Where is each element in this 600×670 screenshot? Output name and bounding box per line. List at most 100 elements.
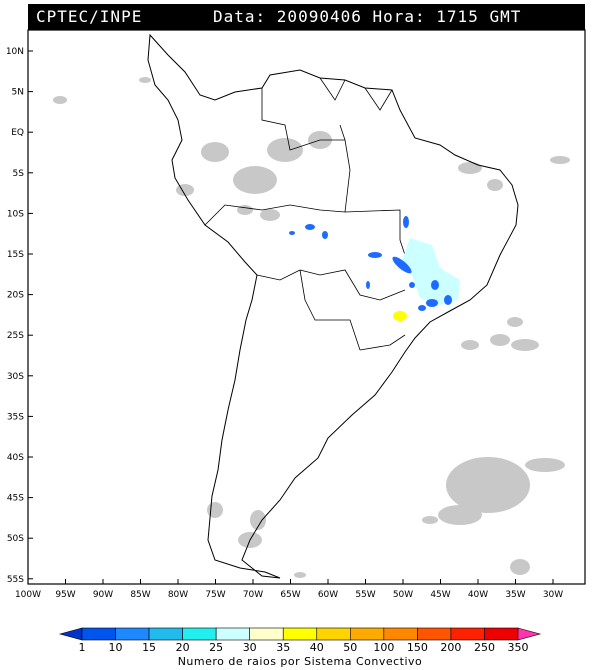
cyan-region — [402, 238, 460, 305]
latitude-ticks: 10N 5N EQ 5S 10S 15S 20S 25S 30S 35S 40S 45S 50S 55S — [6, 47, 33, 585]
colorbar-label: 350 — [508, 641, 529, 654]
cloud-patch — [201, 142, 229, 162]
lon-tick-label: 55W — [355, 590, 375, 600]
colorbar-swatch — [115, 627, 150, 641]
lon-tick-label: 45W — [430, 590, 450, 600]
cloud-patch — [233, 166, 277, 194]
cloud-patch — [510, 559, 530, 575]
cloud-patch — [507, 317, 523, 327]
lat-tick-label: 10N — [6, 47, 24, 57]
lon-tick-label: 85W — [130, 590, 150, 600]
map-header: CPTEC/INPE Data: 20090406 Hora: 1715 GMT — [28, 4, 585, 30]
lat-tick-label: 20S — [7, 291, 24, 301]
colorbar-label: 50 — [343, 641, 357, 654]
cloud-patch — [422, 516, 438, 524]
lat-tick-label: 35S — [7, 412, 24, 422]
lon-tick-label: 40W — [468, 590, 488, 600]
source-label: CPTEC/INPE — [36, 7, 143, 26]
convective-cell — [322, 231, 328, 239]
colorbar-label: 40 — [310, 641, 324, 654]
cloud-patch — [438, 505, 482, 525]
convective-cell — [392, 256, 412, 274]
convective-cell — [368, 252, 382, 258]
convective-cell — [393, 311, 407, 321]
colorbar-swatch — [417, 627, 452, 641]
cloud-patch — [53, 96, 67, 104]
lat-tick-label: 5N — [12, 88, 24, 98]
lat-tick-label: EQ — [11, 128, 24, 138]
lon-tick-label: 70W — [243, 590, 263, 600]
cloud-patch — [139, 77, 151, 83]
colorbar-label: 35 — [276, 641, 290, 654]
lat-tick-label: 45S — [7, 494, 24, 504]
convective-cell — [366, 281, 370, 289]
colorbar-swatch — [350, 627, 385, 641]
lon-tick-label: 80W — [168, 590, 188, 600]
colorbar-swatch — [517, 627, 542, 641]
lon-tick-label: 90W — [93, 590, 113, 600]
lon-tick-label: 75W — [205, 590, 225, 600]
colorbar-swatch — [282, 627, 318, 641]
colorbar-label: 200 — [440, 641, 461, 654]
lat-tick-label: 15S — [7, 250, 24, 260]
country-borders — [204, 77, 411, 351]
lon-tick-label: 95W — [55, 590, 75, 600]
cloud-patch — [260, 209, 280, 221]
convective-cell — [418, 305, 426, 311]
convective-cell — [403, 216, 409, 228]
colorbar-label: 250 — [474, 641, 495, 654]
cloud-patch — [294, 572, 306, 578]
cloud-patch — [458, 162, 482, 174]
colorbar-swatch — [484, 627, 519, 641]
colorbar-swatch — [383, 627, 418, 641]
convective-cell — [426, 299, 438, 307]
lat-tick-label: 5S — [13, 169, 25, 179]
convective-cell — [289, 231, 295, 235]
cloud-patch — [267, 138, 303, 162]
colorbar-swatch — [450, 627, 485, 641]
colorbar-swatch — [249, 627, 284, 641]
cloud-patch — [490, 334, 510, 346]
convective-cell — [431, 280, 439, 290]
colorbar-label: 150 — [407, 641, 428, 654]
colorbar-label: 15 — [142, 641, 156, 654]
lat-tick-label: 40S — [7, 453, 24, 463]
colorbar-swatch — [316, 627, 351, 641]
colorbar-label: 100 — [373, 641, 394, 654]
cloud-patch — [461, 340, 479, 350]
lon-tick-label: 30W — [543, 590, 563, 600]
cloud-patch — [250, 510, 266, 530]
convective-cell — [409, 282, 415, 288]
longitude-ticks: 100W 95W 90W 85W 80W 75W 70W 65W 60W 55W 50W 45W 40W… — [15, 579, 563, 600]
colorbar-swatch — [215, 627, 250, 641]
lightning-cells — [289, 216, 460, 321]
cloud-patch — [511, 339, 539, 351]
lon-tick-label: 35W — [505, 590, 525, 600]
colorbar-label: 20 — [176, 641, 190, 654]
convective-cell — [444, 295, 452, 305]
colorbar-swatch — [58, 627, 83, 641]
cloud-patch — [446, 457, 530, 513]
colorbar-label: 10 — [109, 641, 123, 654]
colorbar-swatch — [81, 627, 116, 641]
lat-tick-label: 30S — [7, 372, 24, 382]
colorbar-label: 30 — [243, 641, 257, 654]
cloud-patch — [550, 156, 570, 164]
lon-tick-label: 50W — [393, 590, 413, 600]
date-time-label: Data: 20090406 Hora: 1715 GMT — [213, 7, 522, 26]
cloud-patch — [525, 458, 565, 472]
lat-tick-label: 55S — [7, 575, 24, 585]
lat-tick-label: 50S — [7, 534, 24, 544]
lon-tick-label: 60W — [318, 590, 338, 600]
lat-tick-label: 25S — [7, 331, 24, 341]
colorbar-label: 1 — [79, 641, 86, 654]
colorbar-swatch — [182, 627, 217, 641]
lon-tick-label: 100W — [15, 590, 41, 600]
lon-tick-label: 65W — [280, 590, 300, 600]
colorbar: 1 10 15 20 25 30 35 40 50 100 150 200 250 350 — [58, 627, 542, 654]
colorbar-swatch — [148, 627, 183, 641]
lat-tick-label: 10S — [7, 209, 24, 219]
convective-cell — [305, 224, 315, 230]
cloud-layer — [53, 77, 570, 578]
